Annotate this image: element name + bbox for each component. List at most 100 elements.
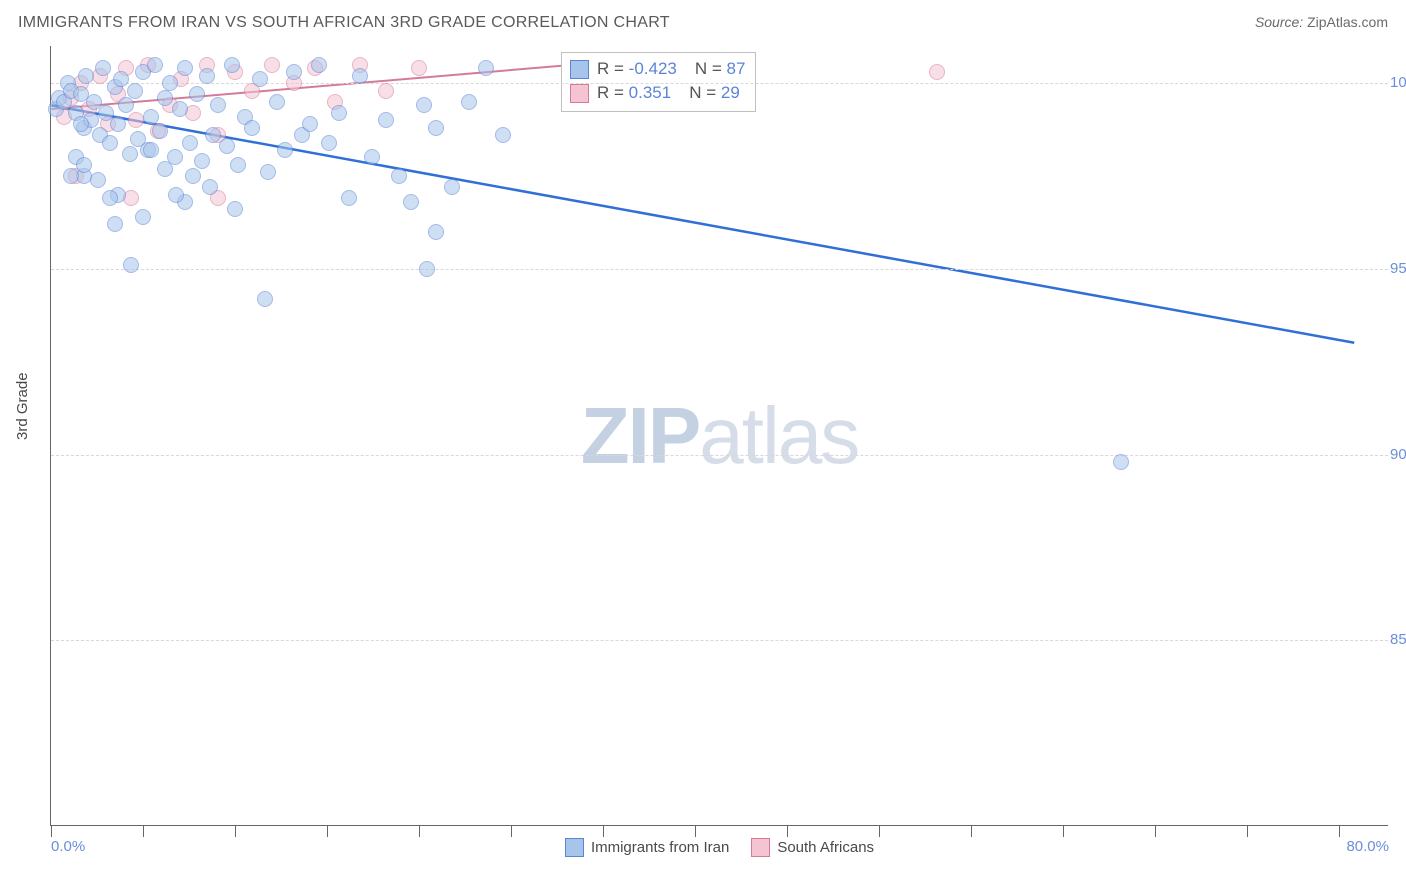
data-point: [102, 190, 118, 206]
stat-box: R = -0.423N = 87R = 0.351 N = 29: [561, 52, 756, 112]
data-point: [202, 179, 218, 195]
data-point: [177, 60, 193, 76]
legend-swatch: [570, 60, 589, 79]
data-point: [102, 135, 118, 151]
source: Source: ZipAtlas.com: [1255, 14, 1388, 30]
x-tick: [419, 825, 420, 837]
data-point: [162, 75, 178, 91]
data-point: [78, 68, 94, 84]
data-point: [185, 168, 201, 184]
data-point: [182, 135, 198, 151]
trendlines-svg: [51, 46, 1388, 825]
data-point: [495, 127, 511, 143]
data-point: [143, 142, 159, 158]
data-point: [110, 116, 126, 132]
data-point: [1113, 454, 1129, 470]
data-point: [122, 146, 138, 162]
x-tick: [1063, 825, 1064, 837]
source-label: Source:: [1255, 14, 1303, 30]
stat-row: R = 0.351 N = 29: [570, 81, 745, 105]
legend-item: Immigrants from Iran: [565, 838, 729, 857]
data-point: [95, 60, 111, 76]
data-point: [227, 201, 243, 217]
data-point: [478, 60, 494, 76]
data-point: [269, 94, 285, 110]
data-point: [286, 64, 302, 80]
gridline: [51, 455, 1388, 456]
legend-label: South Africans: [777, 839, 874, 856]
data-point: [128, 112, 144, 128]
trendline: [51, 105, 1354, 342]
legend-label: Immigrants from Iran: [591, 839, 729, 856]
data-point: [302, 116, 318, 132]
data-point: [929, 64, 945, 80]
data-point: [230, 157, 246, 173]
chart-title: IMMIGRANTS FROM IRAN VS SOUTH AFRICAN 3R…: [18, 14, 670, 31]
data-point: [260, 164, 276, 180]
stat-n: N = 29: [689, 81, 740, 105]
data-point: [157, 161, 173, 177]
legend-bottom: Immigrants from Iran South Africans: [51, 838, 1388, 857]
data-point: [391, 168, 407, 184]
x-tick: [695, 825, 696, 837]
x-tick: [1247, 825, 1248, 837]
y-tick-label: 95.0%: [1390, 260, 1406, 277]
data-point: [331, 105, 347, 121]
data-point: [210, 97, 226, 113]
stat-n: N = 87: [695, 57, 746, 81]
stat-r: R = 0.351: [597, 81, 671, 105]
data-point: [419, 261, 435, 277]
data-point: [224, 57, 240, 73]
data-point: [127, 83, 143, 99]
data-point: [194, 153, 210, 169]
x-tick: [1155, 825, 1156, 837]
data-point: [172, 101, 188, 117]
x-tick: [235, 825, 236, 837]
data-point: [73, 116, 89, 132]
data-point: [63, 168, 79, 184]
gridline: [51, 269, 1388, 270]
gridline: [51, 640, 1388, 641]
data-point: [252, 71, 268, 87]
data-point: [143, 109, 159, 125]
data-point: [428, 224, 444, 240]
data-point: [341, 190, 357, 206]
data-point: [135, 209, 151, 225]
data-point: [199, 68, 215, 84]
data-point: [113, 71, 129, 87]
x-tick: [603, 825, 604, 837]
data-point: [168, 187, 184, 203]
data-point: [189, 86, 205, 102]
data-point: [364, 149, 380, 165]
data-point: [311, 57, 327, 73]
data-point: [416, 97, 432, 113]
data-point: [403, 194, 419, 210]
legend-swatch: [570, 84, 589, 103]
x-tick: [1339, 825, 1340, 837]
source-value: ZipAtlas.com: [1307, 14, 1388, 30]
data-point: [147, 57, 163, 73]
data-point: [107, 216, 123, 232]
data-point: [378, 112, 394, 128]
data-point: [257, 291, 273, 307]
data-point: [76, 157, 92, 173]
x-tick: [51, 825, 52, 837]
legend-swatch: [565, 838, 584, 857]
data-point: [428, 120, 444, 136]
x-tick: [971, 825, 972, 837]
data-point: [205, 127, 221, 143]
data-point: [152, 123, 168, 139]
data-point: [219, 138, 235, 154]
y-axis-label: 3rd Grade: [14, 372, 31, 440]
plot-area: ZIPatlas R = -0.423N = 87R = 0.351N = 29…: [50, 46, 1388, 826]
x-tick-label: 80.0%: [1346, 838, 1389, 855]
x-tick-label: 0.0%: [51, 838, 85, 855]
data-point: [123, 257, 139, 273]
stat-row: R = -0.423N = 87: [570, 57, 745, 81]
data-point: [277, 142, 293, 158]
x-tick: [787, 825, 788, 837]
legend-item: South Africans: [751, 838, 874, 857]
data-point: [411, 60, 427, 76]
data-point: [444, 179, 460, 195]
data-point: [461, 94, 477, 110]
